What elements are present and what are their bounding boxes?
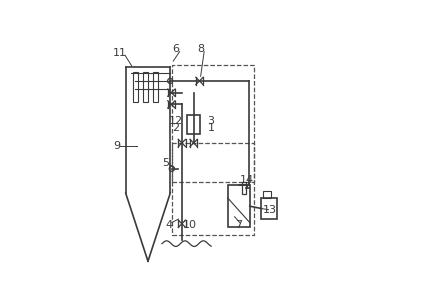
Text: 2: 2: [172, 123, 179, 133]
Text: 14: 14: [240, 175, 254, 185]
Text: 12: 12: [169, 116, 182, 126]
Text: 3: 3: [208, 116, 214, 126]
Bar: [172, 143, 254, 181]
Bar: [153, 72, 158, 102]
Bar: [263, 191, 271, 198]
Text: 5: 5: [162, 158, 169, 168]
Text: 6: 6: [173, 44, 179, 54]
Text: 13: 13: [263, 205, 277, 215]
Text: 9: 9: [113, 141, 120, 151]
Bar: [227, 185, 250, 227]
Text: 11: 11: [113, 48, 127, 58]
Text: 1: 1: [208, 123, 214, 133]
Text: 7: 7: [235, 220, 242, 230]
Bar: [262, 198, 277, 219]
Text: 8: 8: [197, 44, 204, 54]
Bar: [242, 181, 246, 195]
Bar: [172, 64, 254, 236]
Bar: [132, 72, 138, 102]
Text: 4: 4: [165, 220, 172, 230]
Text: 10: 10: [183, 220, 197, 230]
Bar: [187, 115, 200, 134]
Bar: [143, 72, 148, 102]
